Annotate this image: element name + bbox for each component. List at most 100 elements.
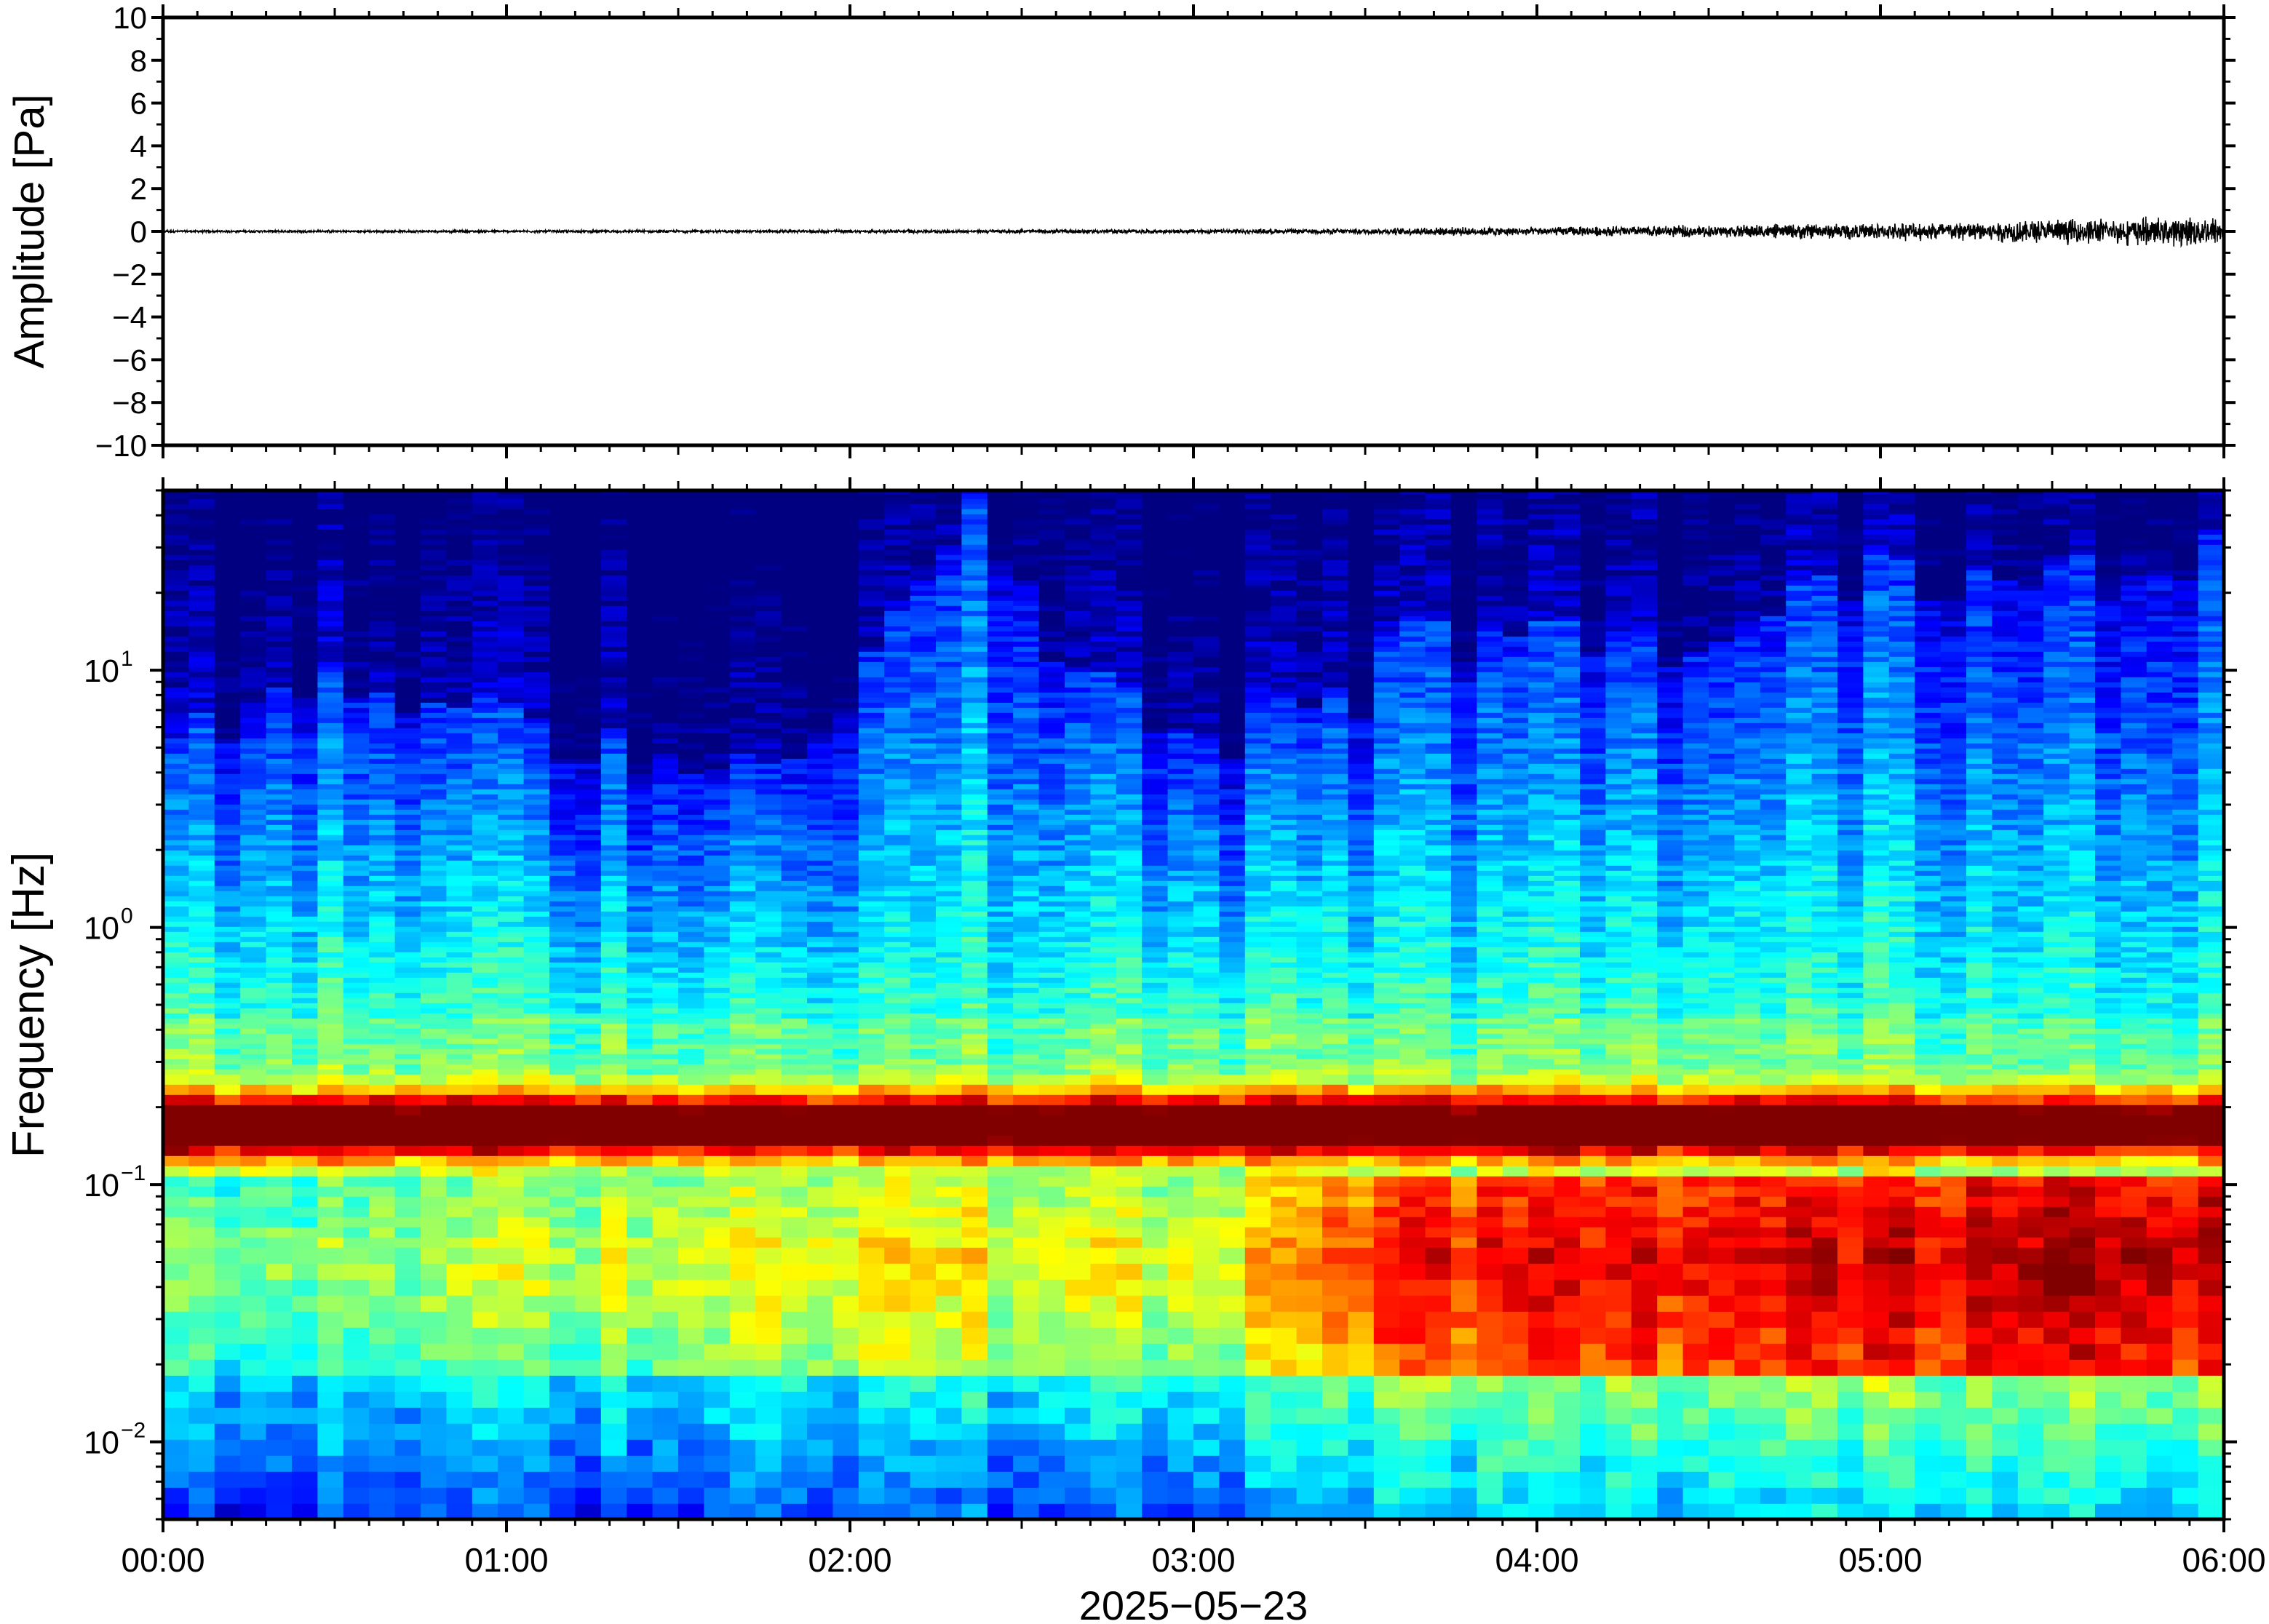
spectrogram-cell [807,534,834,540]
spectrogram-cell [369,1279,396,1296]
spectrogram-cell [369,942,396,947]
spectrogram-cell [833,901,859,907]
spectrogram-cell [446,1013,473,1019]
spectrogram-cell [781,687,808,693]
spectrogram-cell [884,1135,911,1146]
spectrogram-cell [755,1327,782,1344]
spectrogram-cell [317,1059,344,1064]
spectrogram-cell [575,677,602,682]
spectrogram-cell [498,967,525,973]
spectrogram-cell [678,534,705,540]
spectrogram-cell [369,1069,396,1075]
spectrogram-cell [394,524,421,530]
spectrogram-cell [498,819,525,825]
spectrogram-cell [858,799,885,805]
spectrogram-cell [910,967,937,973]
spectrogram-cell [292,661,319,667]
spectrogram-cell [858,570,885,576]
spectrogram-cell [266,987,293,993]
spectrogram-cell [781,789,808,795]
spectrogram-cell [729,560,756,565]
spectrogram-cell [240,804,267,810]
spectrogram-cell [317,1391,344,1408]
spectrogram-cell [678,636,705,642]
spectrogram-cell [652,814,679,820]
spectrogram-cell [266,1311,293,1328]
spectrogram-cell [214,891,241,896]
spectrogram-cell [523,829,550,835]
spectrogram-cell [188,493,215,499]
spectrogram-cell [188,1008,215,1014]
spectrogram-cell [163,524,190,530]
spectrogram-cell [704,626,731,632]
spectrogram-cell [652,610,679,616]
spectrogram-cell [781,1455,808,1472]
spectrogram-cell [884,855,911,861]
spectrogram-cell [652,926,679,932]
spectrogram-cell [858,631,885,637]
spectrogram-cell [523,1135,550,1146]
spectrogram-cell [755,794,782,800]
spectrogram-cell [936,600,963,606]
spectrogram-cell [575,1115,602,1126]
spectrogram-cell [214,712,241,718]
spectrogram-cell [292,789,319,795]
spectrogram-cell [214,957,241,963]
spectrogram-cell [549,682,576,688]
spectrogram-cell [394,773,421,779]
spectrogram-cell [421,565,448,570]
spectrogram-cell [575,621,602,626]
spectrogram-cell [910,845,937,851]
spectrogram-cell [961,1206,988,1217]
spectrogram-cell [163,534,190,540]
spectrogram-cell [394,575,421,581]
spectrogram-cell [575,1104,602,1115]
spectrogram-cell [961,779,988,784]
spectrogram-cell [833,819,859,825]
spectrogram-cell [678,1196,705,1207]
spectrogram-cell [729,514,756,520]
spectrogram-cell [910,891,937,896]
spectrogram-cell [266,885,293,891]
spectrogram-cell [678,992,705,998]
spectrogram-cell [446,1227,473,1238]
spectrogram-cell [807,1227,834,1238]
spectrogram-cell [188,824,215,830]
spectrogram-cell [446,1487,473,1504]
spectrogram-cell [523,1094,550,1105]
spectrogram-cell [910,616,937,621]
spectrogram-cell [421,1423,448,1440]
spectrogram-cell [394,733,421,739]
spectrogram-cell [652,1217,679,1227]
spectrogram-cell [627,1217,653,1227]
spectrogram-cell [446,982,473,988]
spectrogram-cell [240,794,267,800]
spectrogram-cell [472,1359,498,1376]
spectrogram-cell [214,717,241,723]
spectrogram-cell [678,987,705,993]
spectrogram-cell [343,656,370,662]
spectrogram-cell [910,707,937,713]
spectrogram-cell [575,850,602,856]
spectrogram-cell [652,845,679,851]
spectrogram-cell [472,982,498,988]
spectrogram-cell [188,1247,215,1264]
spectrogram-cell [678,835,705,840]
spectrogram-cell [549,738,576,744]
spectrogram-cell [292,509,319,514]
spectrogram-cell [214,1048,241,1054]
spectrogram-cell [369,687,396,693]
spectrogram-cell [163,1104,190,1115]
spectrogram-cell [446,829,473,835]
spectrogram-cell [394,768,421,774]
spectrogram-cell [394,503,421,509]
spectrogram-cell [523,901,550,907]
spectrogram-cell [729,575,756,581]
spectrogram-cell [961,677,988,682]
spectrogram-cell [394,824,421,830]
spectrogram-cell [755,1084,782,1095]
spectrogram-cell [627,936,653,942]
spectrogram-cell [549,921,576,927]
spectrogram-cell [652,982,679,988]
spectrogram-cell [884,1003,911,1008]
